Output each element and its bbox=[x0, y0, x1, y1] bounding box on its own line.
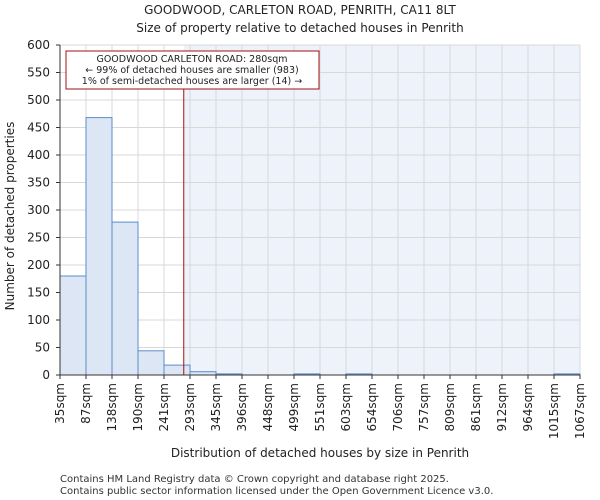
footer-line-2: Contains public sector information licen… bbox=[60, 486, 493, 497]
x-axis-label: Distribution of detached houses by size … bbox=[171, 446, 469, 460]
x-tick-label-499sqm: 499sqm bbox=[287, 383, 301, 431]
x-tick-label-809sqm: 809sqm bbox=[443, 383, 457, 431]
y-tick-label-450: 450 bbox=[27, 121, 50, 135]
footer-line-1: Contains HM Land Registry data © Crown c… bbox=[60, 474, 449, 485]
y-tick-label-250: 250 bbox=[27, 231, 50, 245]
annotation-line-2: ← 99% of detached houses are smaller (98… bbox=[85, 65, 298, 76]
x-tick-label-293sqm: 293sqm bbox=[183, 383, 197, 431]
bar-35sqm bbox=[59, 275, 87, 376]
x-tick-label-35sqm: 35sqm bbox=[53, 383, 67, 424]
annotation-frame bbox=[65, 50, 320, 90]
y-tick-label-500: 500 bbox=[27, 93, 50, 107]
x-tick-label-964sqm: 964sqm bbox=[521, 383, 535, 431]
x-tick-label-448sqm: 448sqm bbox=[261, 383, 275, 431]
x-tick-label-551sqm: 551sqm bbox=[313, 383, 327, 431]
y-tick-label-200: 200 bbox=[27, 258, 50, 272]
x-tick-label-87sqm: 87sqm bbox=[79, 383, 93, 424]
chart-title: GOODWOOD, CARLETON ROAD, PENRITH, CA11 8… bbox=[144, 3, 456, 17]
bar-87sqm bbox=[85, 117, 113, 376]
y-tick-label-0: 0 bbox=[42, 368, 50, 382]
y-tick-label-350: 350 bbox=[27, 176, 50, 190]
annotation-box: GOODWOOD CARLETON ROAD: 280sqm ← 99% of … bbox=[65, 50, 320, 90]
y-tick-label-300: 300 bbox=[27, 203, 50, 217]
x-tick-label-241sqm: 241sqm bbox=[157, 383, 171, 431]
x-tick-label-1067sqm: 1067sqm bbox=[573, 383, 587, 439]
x-tick-label-861sqm: 861sqm bbox=[469, 383, 483, 431]
y-axis-label: Number of detached properties bbox=[3, 122, 17, 311]
annotation-line-3: 1% of semi-detached houses are larger (1… bbox=[82, 76, 302, 87]
x-tick-label-912sqm: 912sqm bbox=[495, 383, 509, 431]
x-tick-label-1015sqm: 1015sqm bbox=[547, 383, 561, 439]
y-tick-label-50: 50 bbox=[35, 341, 50, 355]
x-tick-label-396sqm: 396sqm bbox=[235, 383, 249, 431]
x-tick-label-603sqm: 603sqm bbox=[339, 383, 353, 431]
x-tick-label-190sqm: 190sqm bbox=[131, 383, 145, 431]
y-tick-label-150: 150 bbox=[27, 286, 50, 300]
annotation-line-1: GOODWOOD CARLETON ROAD: 280sqm bbox=[96, 54, 287, 65]
y-tick-label-550: 550 bbox=[27, 66, 50, 80]
y-tick-label-600: 600 bbox=[27, 38, 50, 52]
y-tick-label-400: 400 bbox=[27, 148, 50, 162]
x-tick-label-345sqm: 345sqm bbox=[209, 383, 223, 431]
x-tick-label-757sqm: 757sqm bbox=[417, 383, 431, 431]
x-tick-label-138sqm: 138sqm bbox=[105, 383, 119, 431]
y-tick-label-100: 100 bbox=[27, 313, 50, 327]
x-tick-label-706sqm: 706sqm bbox=[391, 383, 405, 431]
chart-subtitle: Size of property relative to detached ho… bbox=[136, 21, 463, 35]
bar-241sqm bbox=[163, 364, 191, 376]
bar-138sqm bbox=[111, 221, 139, 376]
x-tick-label-654sqm: 654sqm bbox=[365, 383, 379, 431]
bar-190sqm bbox=[137, 350, 165, 376]
